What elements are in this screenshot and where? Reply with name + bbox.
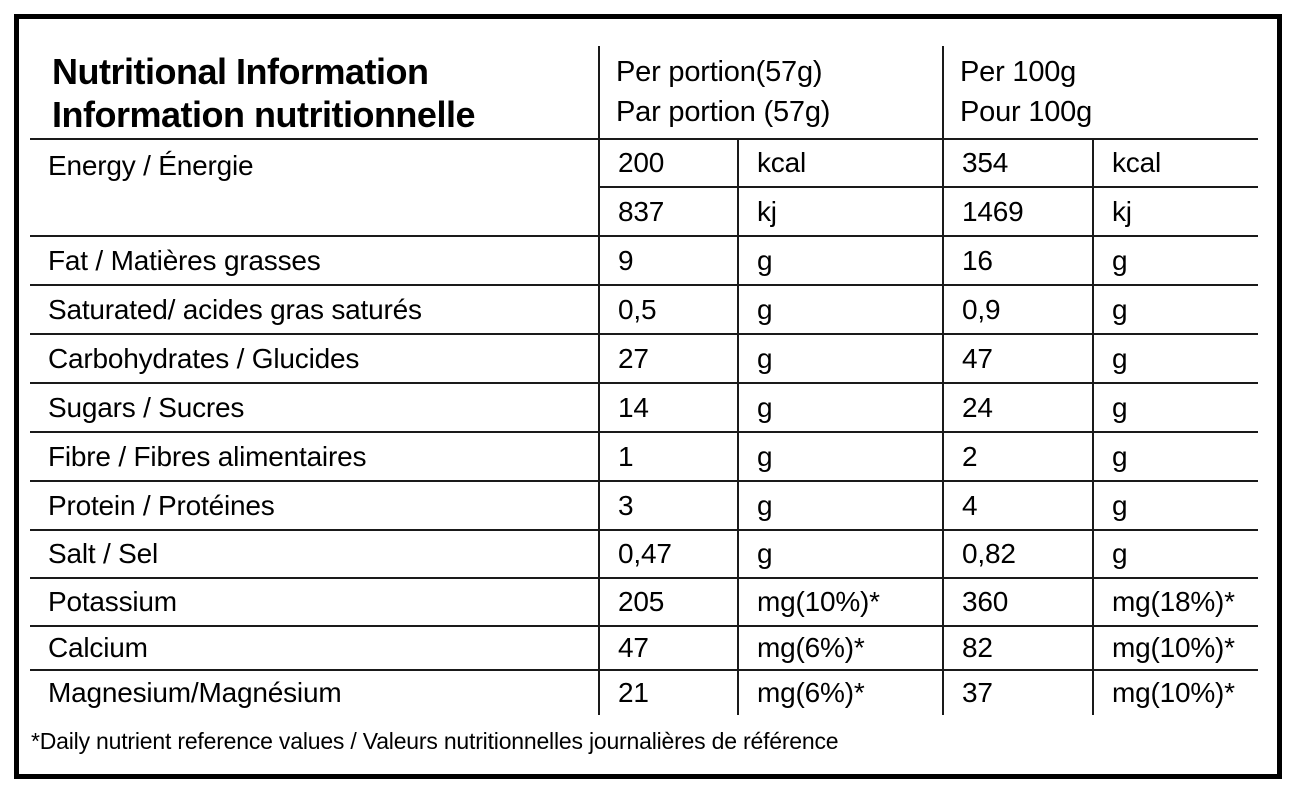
sugars-per100-unit: g [1092,384,1258,433]
potassium-per100-unit: mg(18%)* [1092,579,1258,627]
protein-portion-value: 3 [598,482,737,531]
energy-kj-per100-value: 1469 [942,188,1092,237]
fat-portion-unit: g [737,237,942,286]
fibre-per100-value: 2 [942,433,1092,482]
footnote: *Daily nutrient reference values / Valeu… [31,728,839,754]
table-title-fr: Information nutritionnelle [52,94,475,136]
energy-kcal-per100-unit: kcal [1092,140,1258,188]
fibre-portion-unit: g [737,433,942,482]
protein-per100-unit: g [1092,482,1258,531]
row-label-protein: Protein / Protéines [30,482,598,531]
row-label-fibre: Fibre / Fibres alimentaires [30,433,598,482]
saturated-per100-value: 0,9 [942,286,1092,335]
calcium-portion-unit: mg(6%)* [737,627,942,671]
table-title: Nutritional Information Information nutr… [30,26,598,140]
energy-kcal-portion-value: 200 [598,140,737,188]
saturated-portion-unit: g [737,286,942,335]
column-header-per-100g: Per 100g Pour 100g [942,26,1258,140]
salt-portion-value: 0,47 [598,531,737,579]
magnesium-per100-unit: mg(10%)* [1092,671,1258,715]
calcium-per100-unit: mg(10%)* [1092,627,1258,671]
table-title-en: Nutritional Information [52,51,429,92]
calcium-portion-value: 47 [598,627,737,671]
salt-portion-unit: g [737,531,942,579]
magnesium-per100-value: 37 [942,671,1092,715]
sugars-per100-value: 24 [942,384,1092,433]
protein-portion-unit: g [737,482,942,531]
carbohydrates-portion-unit: g [737,335,942,384]
salt-per100-value: 0,82 [942,531,1092,579]
saturated-per100-unit: g [1092,286,1258,335]
potassium-portion-value: 205 [598,579,737,627]
per-100g-header-en: Per 100g [960,56,1077,88]
row-label-energy: Energy / Énergie [30,140,598,237]
energy-kj-per100-unit: kj [1092,188,1258,237]
carbohydrates-per100-unit: g [1092,335,1258,384]
row-label-calcium: Calcium [30,627,598,671]
sugars-portion-value: 14 [598,384,737,433]
energy-kj-portion-value: 837 [598,188,737,237]
saturated-portion-value: 0,5 [598,286,737,335]
potassium-portion-unit: mg(10%)* [737,579,942,627]
column-header-per-portion: Per portion(57g) Par portion (57g) [598,26,942,140]
potassium-per100-value: 360 [942,579,1092,627]
energy-kcal-portion-unit: kcal [737,140,942,188]
per-portion-header-fr: Par portion (57g) [616,96,831,129]
label-frame: Nutritional Information Information nutr… [14,14,1282,779]
fibre-per100-unit: g [1092,433,1258,482]
fat-per100-unit: g [1092,237,1258,286]
salt-per100-unit: g [1092,531,1258,579]
energy-kcal-per100-value: 354 [942,140,1092,188]
row-label-carbohydrates: Carbohydrates / Glucides [30,335,598,384]
protein-per100-value: 4 [942,482,1092,531]
energy-kj-portion-unit: kj [737,188,942,237]
magnesium-portion-unit: mg(6%)* [737,671,942,715]
sugars-portion-unit: g [737,384,942,433]
per-100g-header-fr: Pour 100g [960,96,1093,129]
fat-portion-value: 9 [598,237,737,286]
carbohydrates-per100-value: 47 [942,335,1092,384]
row-label-magnesium: Magnesium/Magnésium [48,677,342,708]
per-portion-header-en: Per portion(57g) [616,56,823,88]
fat-per100-value: 16 [942,237,1092,286]
nutrition-table: Nutritional Information Information nutr… [30,26,1258,715]
row-label-sugars: Sugars / Sucres [30,384,598,433]
row-label-potassium: Potassium [30,579,598,627]
row-label-salt: Salt / Sel [30,531,598,579]
carbohydrates-portion-value: 27 [598,335,737,384]
calcium-per100-value: 82 [942,627,1092,671]
row-label-fat: Fat / Matières grasses [30,237,598,286]
fibre-portion-value: 1 [598,433,737,482]
magnesium-portion-value: 21 [598,671,737,715]
row-label-saturated: Saturated/ acides gras saturés [30,286,598,335]
